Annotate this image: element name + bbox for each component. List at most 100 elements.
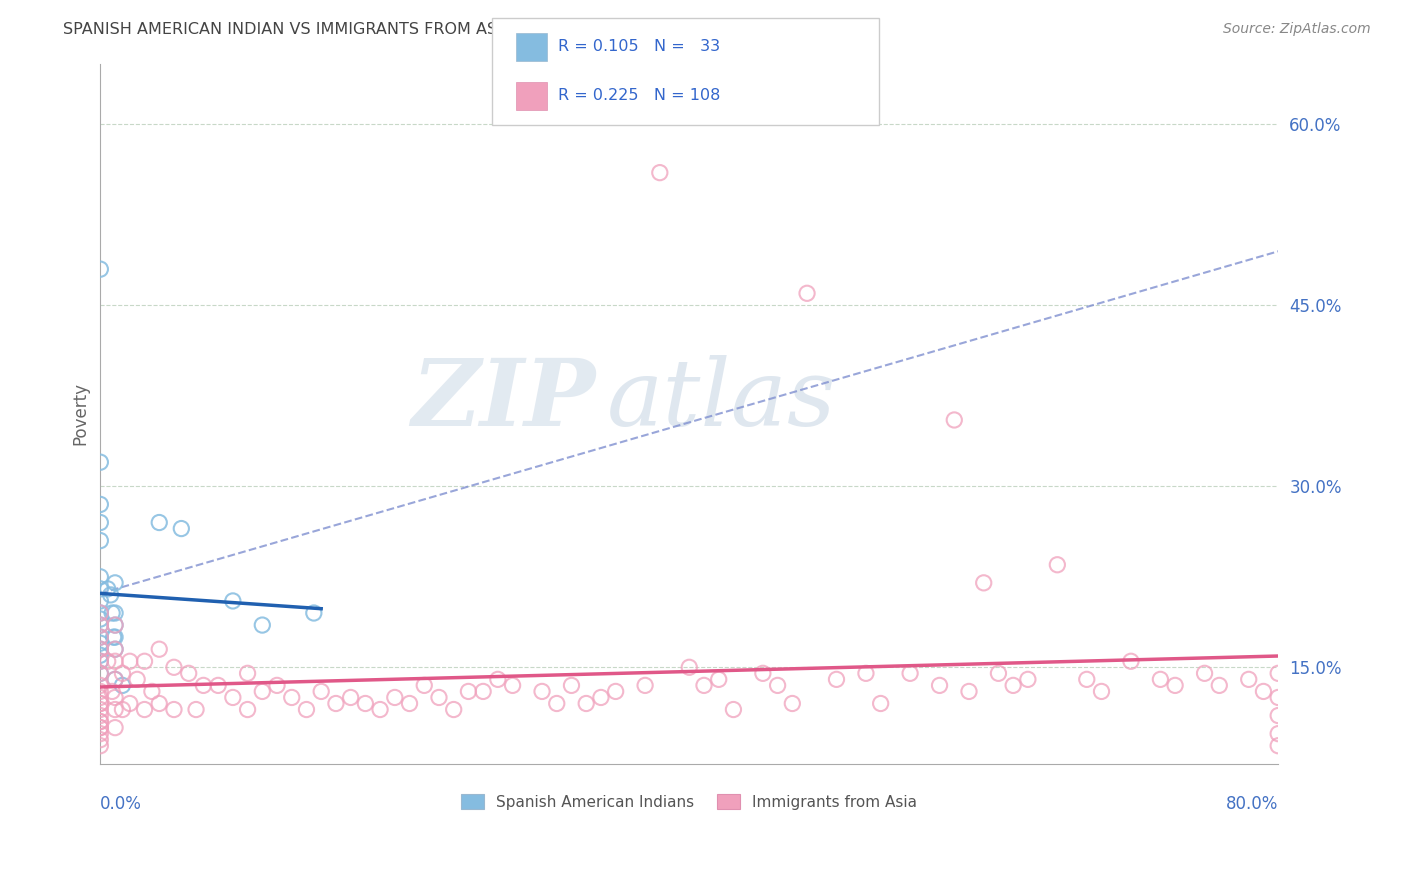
- Point: [163, 702, 186, 716]
- Point: [855, 666, 877, 681]
- Point: [898, 666, 921, 681]
- Point: [103, 630, 125, 644]
- Text: 0.0%: 0.0%: [100, 796, 142, 814]
- Point: [943, 413, 966, 427]
- Text: Source: ZipAtlas.com: Source: ZipAtlas.com: [1223, 22, 1371, 37]
- Point: [89, 690, 111, 705]
- Point: [89, 654, 111, 668]
- Point: [89, 455, 111, 469]
- Point: [678, 660, 700, 674]
- Point: [104, 642, 127, 657]
- Point: [384, 690, 406, 705]
- Point: [89, 642, 111, 657]
- Point: [782, 697, 804, 711]
- Point: [89, 721, 111, 735]
- Point: [1267, 708, 1289, 723]
- Point: [339, 690, 361, 705]
- Point: [1164, 678, 1187, 692]
- Point: [502, 678, 524, 692]
- Point: [89, 726, 111, 740]
- Point: [222, 594, 245, 608]
- Point: [89, 612, 111, 626]
- Point: [104, 606, 127, 620]
- Point: [89, 582, 111, 596]
- Point: [295, 702, 318, 716]
- Point: [141, 684, 163, 698]
- Point: [89, 666, 111, 681]
- Point: [89, 606, 111, 620]
- Point: [177, 666, 200, 681]
- Point: [531, 684, 554, 698]
- Point: [222, 690, 245, 705]
- Point: [605, 684, 627, 698]
- Point: [281, 690, 304, 705]
- Point: [302, 606, 325, 620]
- Point: [236, 702, 259, 716]
- Point: [97, 582, 120, 596]
- Point: [1046, 558, 1069, 572]
- Point: [89, 697, 111, 711]
- Point: [1076, 673, 1098, 687]
- Point: [472, 684, 495, 698]
- Point: [546, 697, 568, 711]
- Point: [193, 678, 215, 692]
- Point: [104, 642, 127, 657]
- Point: [309, 684, 332, 698]
- Point: [589, 690, 612, 705]
- Point: [1267, 690, 1289, 705]
- Point: [89, 666, 111, 681]
- Point: [89, 684, 111, 698]
- Point: [796, 286, 818, 301]
- Point: [89, 648, 111, 663]
- Text: R = 0.105   N =   33: R = 0.105 N = 33: [558, 39, 720, 54]
- Point: [104, 618, 127, 632]
- Point: [89, 739, 111, 753]
- Point: [825, 673, 848, 687]
- Point: [1119, 654, 1142, 668]
- Point: [89, 654, 111, 668]
- Point: [1017, 673, 1039, 687]
- Point: [89, 697, 111, 711]
- Point: [752, 666, 775, 681]
- Point: [1267, 739, 1289, 753]
- Point: [111, 678, 134, 692]
- Point: [89, 606, 111, 620]
- Point: [354, 697, 377, 711]
- Point: [100, 588, 122, 602]
- Point: [184, 702, 207, 716]
- Point: [486, 673, 509, 687]
- Point: [457, 684, 479, 698]
- Point: [368, 702, 391, 716]
- Point: [427, 690, 450, 705]
- Point: [252, 618, 274, 632]
- Point: [1002, 678, 1025, 692]
- Point: [111, 666, 134, 681]
- Point: [104, 690, 127, 705]
- Point: [707, 673, 730, 687]
- Point: [266, 678, 288, 692]
- Point: [89, 570, 111, 584]
- Point: [89, 618, 111, 632]
- Point: [89, 533, 111, 548]
- Point: [111, 702, 134, 716]
- Point: [134, 702, 156, 716]
- Point: [869, 697, 891, 711]
- Point: [443, 702, 465, 716]
- Point: [89, 636, 111, 650]
- Point: [560, 678, 582, 692]
- Point: [170, 522, 193, 536]
- Point: [89, 714, 111, 729]
- Point: [398, 697, 420, 711]
- Point: [148, 516, 170, 530]
- Point: [1237, 673, 1260, 687]
- Point: [325, 697, 347, 711]
- Point: [118, 654, 141, 668]
- Point: [957, 684, 980, 698]
- Point: [118, 697, 141, 711]
- Point: [101, 606, 124, 620]
- Point: [252, 684, 274, 698]
- Text: 80.0%: 80.0%: [1226, 796, 1278, 814]
- Point: [236, 666, 259, 681]
- Point: [104, 673, 127, 687]
- Point: [89, 630, 111, 644]
